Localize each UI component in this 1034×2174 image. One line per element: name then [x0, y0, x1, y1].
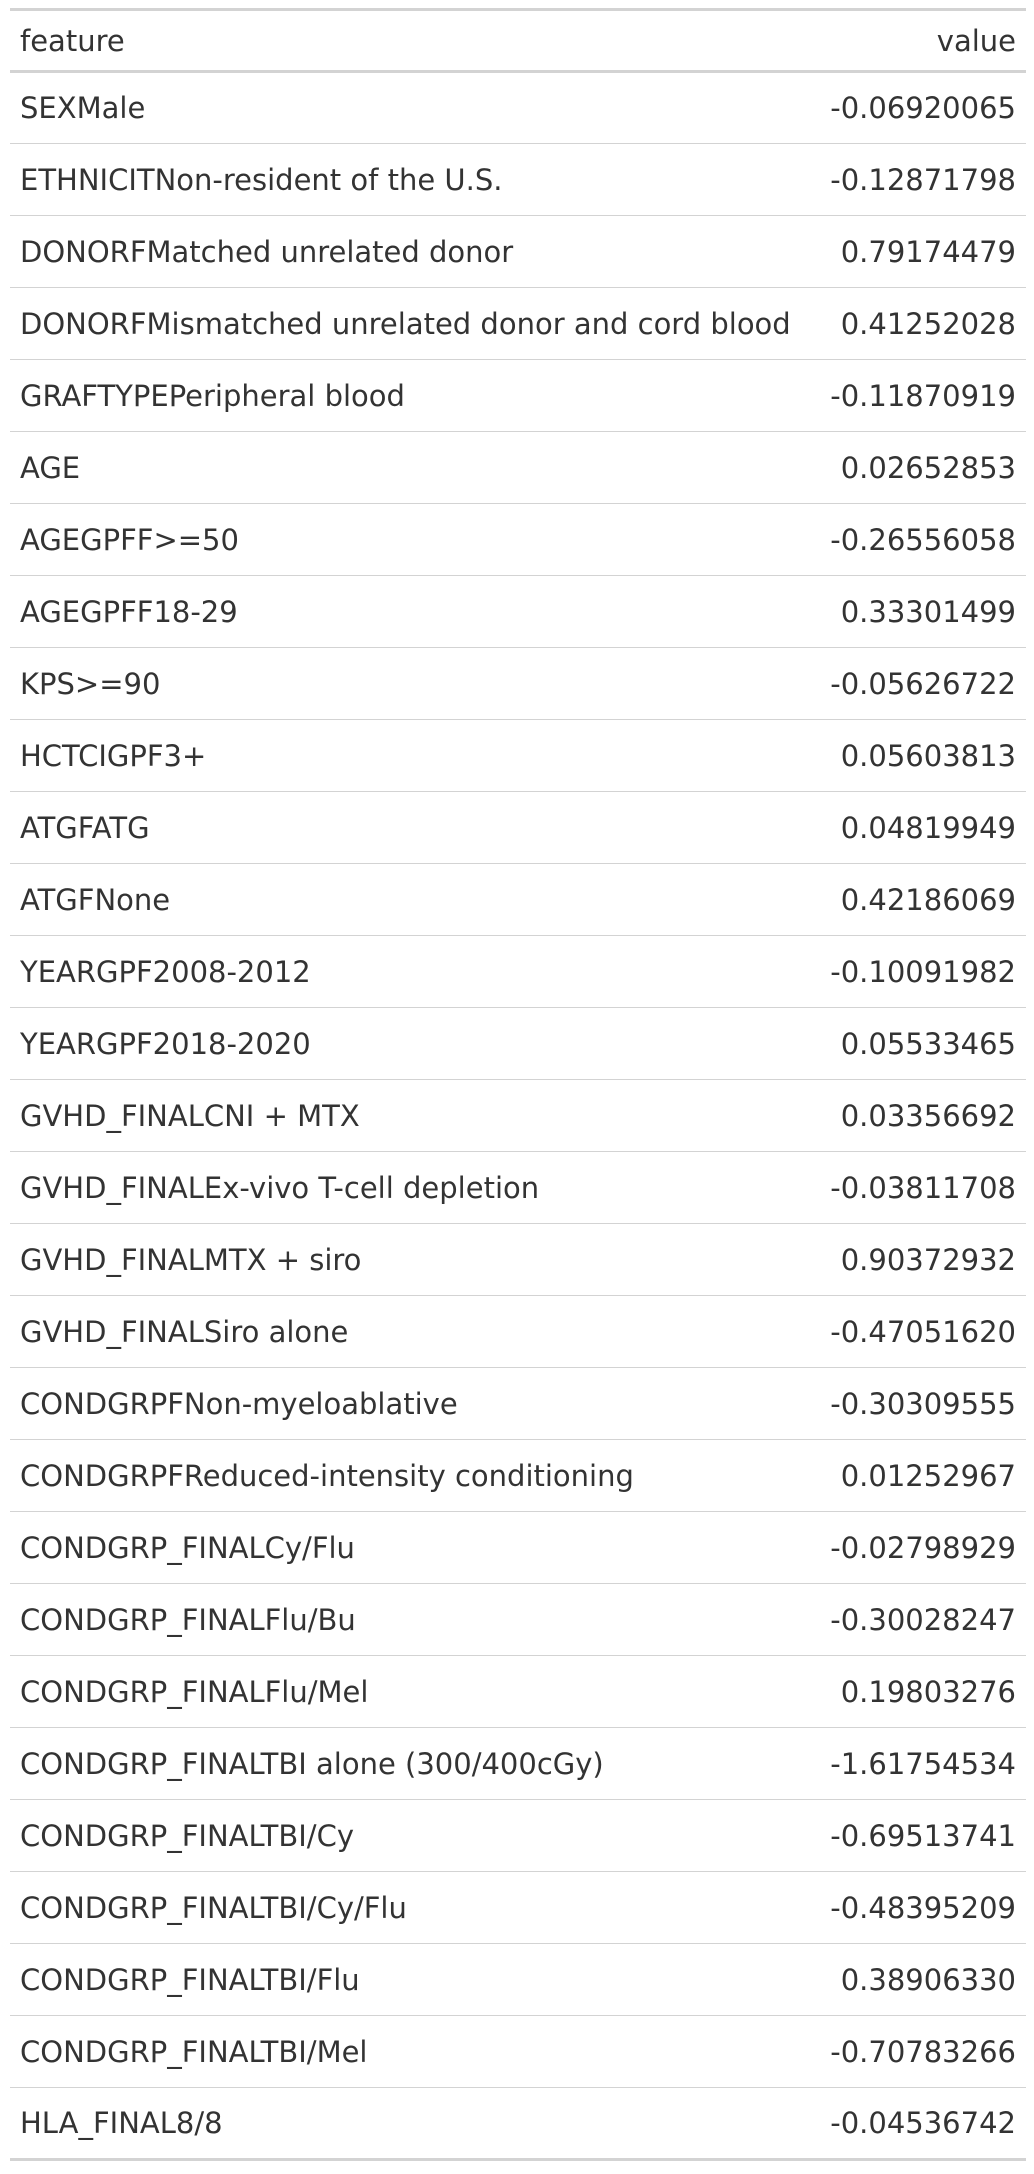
- feature-cell: HLA_FINAL8/8: [20, 2106, 223, 2140]
- feature-cell: HCTCIGPF3+: [20, 738, 207, 773]
- value-cell: 0.03356692: [840, 1098, 1016, 1133]
- value-cell: 0.01252967: [840, 1458, 1016, 1493]
- feature-cell: CONDGRP_FINALTBI/Flu: [20, 1962, 360, 1997]
- feature-cell: CONDGRP_FINALFlu/Bu: [20, 1602, 356, 1637]
- value-cell: -0.69513741: [830, 1818, 1016, 1853]
- value-cell: -0.48395209: [830, 1890, 1016, 1925]
- feature-cell: CONDGRPFNon-myeloablative: [20, 1386, 458, 1421]
- table-header: feature value: [10, 10, 1026, 72]
- table-row: KPS>=90 -0.05626722: [10, 647, 1026, 720]
- table-row: DONORFMatched unrelated donor 0.79174479: [10, 215, 1026, 288]
- feature-cell: YEARGPF2018-2020: [20, 1026, 311, 1061]
- table-row: GVHD_FINALEx-vivo T-cell depletion -0.038…: [10, 1151, 1026, 1224]
- value-cell: -0.10091982: [830, 954, 1016, 989]
- table-row: CONDGRP_FINALTBI alone (300/400cGy) -1.61…: [10, 1727, 1026, 1800]
- table-row: CONDGRP_FINALFlu/Mel 0.19803276: [10, 1655, 1026, 1728]
- table-body: SEXMale -0.06920065 ETHNICITNon-resident o…: [10, 72, 1026, 2160]
- feature-cell: AGEGPFF>=50: [20, 522, 239, 557]
- table-row: ATGFNone 0.42186069: [10, 863, 1026, 936]
- header-row: feature value: [10, 10, 1026, 72]
- value-cell: -1.61754534: [830, 1746, 1016, 1781]
- feature-cell: AGEGPFF18-29: [20, 594, 238, 629]
- table-row: CONDGRP_FINALTBI/Mel -0.70783266: [10, 2015, 1026, 2088]
- table-row: CONDGRPFNon-myeloablative -0.30309555: [10, 1367, 1026, 1440]
- value-cell: 0.19803276: [840, 1674, 1016, 1709]
- table-row: GRAFTYPEPeripheral blood -0.11870919: [10, 359, 1026, 432]
- table-row: CONDGRPFReduced-intensity conditioning 0.…: [10, 1439, 1026, 1512]
- feature-cell: GRAFTYPEPeripheral blood: [20, 378, 405, 413]
- feature-cell: CONDGRP_FINALFlu/Mel: [20, 1674, 369, 1709]
- value-cell: -0.03811708: [830, 1170, 1016, 1205]
- value-cell: 0.38906330: [840, 1962, 1016, 1997]
- value-cell: 0.05533465: [840, 1026, 1016, 1061]
- table-row: GVHD_FINALMTX + siro 0.90372932: [10, 1223, 1026, 1296]
- feature-cell: AGE: [20, 450, 81, 485]
- value-cell: -0.04536742: [830, 2106, 1016, 2140]
- value-cell: -0.02798929: [830, 1530, 1016, 1565]
- table-row: CONDGRP_FINALFlu/Bu -0.30028247: [10, 1583, 1026, 1656]
- coefficient-table-container: feature value SEXMale -0.06920065 ETHNICIT…: [10, 8, 1026, 2161]
- value-cell: -0.30028247: [830, 1602, 1016, 1637]
- value-cell: 0.04819949: [840, 810, 1016, 845]
- table-row: YEARGPF2008-2012 -0.10091982: [10, 935, 1026, 1008]
- table-row: YEARGPF2018-2020 0.05533465: [10, 1007, 1026, 1080]
- coefficient-table: feature value SEXMale -0.06920065 ETHNICIT…: [10, 8, 1026, 2161]
- table-row: AGE 0.02652853: [10, 431, 1026, 504]
- table-row: CONDGRP_FINALTBI/Flu 0.38906330: [10, 1943, 1026, 2016]
- feature-cell: CONDGRP_FINALTBI/Mel: [20, 2034, 368, 2069]
- table-row: GVHD_FINALSiro alone -0.47051620: [10, 1295, 1026, 1368]
- feature-cell: CONDGRPFReduced-intensity conditioning: [20, 1458, 634, 1493]
- table-row: ATGFATG 0.04819949: [10, 791, 1026, 864]
- feature-cell: SEXMale: [20, 91, 146, 125]
- value-cell: -0.30309555: [830, 1386, 1016, 1421]
- table-row: DONORFMismatched unrelated donor and cor…: [10, 287, 1026, 360]
- value-cell: 0.79174479: [840, 234, 1016, 269]
- feature-cell: CONDGRP_FINALTBI/Cy/Flu: [20, 1890, 407, 1925]
- value-cell: 0.02652853: [840, 450, 1016, 485]
- value-cell: 0.90372932: [840, 1242, 1016, 1277]
- value-cell: -0.47051620: [830, 1314, 1016, 1349]
- feature-cell: GVHD_FINALCNI + MTX: [20, 1098, 360, 1133]
- value-cell: 0.41252028: [840, 306, 1016, 341]
- feature-cell: CONDGRP_FINALCy/Flu: [20, 1530, 355, 1565]
- value-cell: -0.70783266: [830, 2034, 1016, 2069]
- table-row: HCTCIGPF3+ 0.05603813: [10, 719, 1026, 792]
- feature-cell: DONORFMismatched unrelated donor and cor…: [20, 306, 791, 341]
- feature-cell: ATGFNone: [20, 882, 171, 917]
- table-row: HLA_FINAL8/8 -0.04536742: [10, 2087, 1026, 2160]
- value-cell: 0.42186069: [840, 882, 1016, 917]
- table-row: SEXMale -0.06920065: [10, 72, 1026, 144]
- feature-cell: GVHD_FINALMTX + siro: [20, 1242, 362, 1277]
- table-row: CONDGRP_FINALTBI/Cy -0.69513741: [10, 1799, 1026, 1872]
- feature-cell: KPS>=90: [20, 666, 161, 701]
- header-value: value: [936, 23, 1016, 58]
- feature-cell: ATGFATG: [20, 810, 150, 845]
- value-cell: -0.12871798: [830, 162, 1016, 197]
- feature-cell: CONDGRP_FINALTBI/Cy: [20, 1818, 354, 1853]
- feature-cell: GVHD_FINALEx-vivo T-cell depletion: [20, 1170, 540, 1205]
- value-cell: -0.26556058: [830, 522, 1016, 557]
- table-row: AGEGPFF18-29 0.33301499: [10, 575, 1026, 648]
- value-cell: 0.33301499: [840, 594, 1016, 629]
- header-feature: feature: [20, 23, 125, 58]
- table-row: CONDGRP_FINALCy/Flu -0.02798929: [10, 1511, 1026, 1584]
- table-row: AGEGPFF>=50 -0.26556058: [10, 503, 1026, 576]
- feature-cell: CONDGRP_FINALTBI alone (300/400cGy): [20, 1746, 604, 1781]
- table-row: GVHD_FINALCNI + MTX 0.03356692: [10, 1079, 1026, 1152]
- value-cell: -0.06920065: [830, 91, 1016, 125]
- feature-cell: GVHD_FINALSiro alone: [20, 1314, 349, 1349]
- feature-cell: DONORFMatched unrelated donor: [20, 234, 514, 269]
- value-cell: -0.05626722: [830, 666, 1016, 701]
- table-row: CONDGRP_FINALTBI/Cy/Flu -0.48395209: [10, 1871, 1026, 1944]
- feature-cell: YEARGPF2008-2012: [20, 954, 311, 989]
- feature-cell: ETHNICITNon-resident of the U.S.: [20, 162, 503, 197]
- value-cell: -0.11870919: [830, 378, 1016, 413]
- value-cell: 0.05603813: [840, 738, 1016, 773]
- table-row: ETHNICITNon-resident of the U.S. -0.12871…: [10, 143, 1026, 216]
